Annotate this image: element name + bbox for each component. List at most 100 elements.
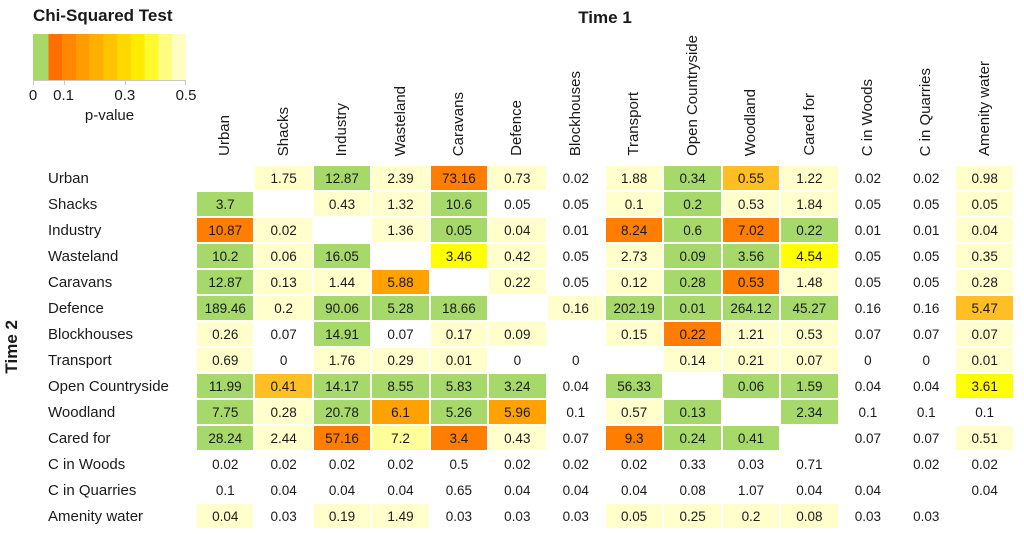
matrix-diagonal-cell xyxy=(721,399,781,425)
matrix-cell: 0.6 xyxy=(663,217,722,243)
matrix-cell: 0.04 xyxy=(488,477,547,503)
matrix-cell: 11.99 xyxy=(196,373,255,399)
matrix-cell: 14.91 xyxy=(312,321,372,347)
matrix-cell: 6.1 xyxy=(371,399,430,425)
matrix-cell: 0.04 xyxy=(488,217,547,243)
matrix-cell: 0.03 xyxy=(721,451,781,477)
matrix-cell: 0.05 xyxy=(838,243,898,269)
matrix-cell: 73.16 xyxy=(429,165,489,191)
matrix-cell: 90.06 xyxy=(312,295,372,321)
matrix-row: C in Woods 0.02 0.02 0.02 0.02 0.5 0.02 0.02 0.0… xyxy=(0,451,1024,477)
legend-axis-label: p-value xyxy=(84,107,135,124)
matrix-cell: 2.44 xyxy=(254,425,313,451)
column-headers: Urban Shacks Industry Wasteland Caravans Defe… xyxy=(196,0,1014,156)
matrix-cell: 0.04 xyxy=(254,477,313,503)
matrix-cell: 0.04 xyxy=(955,477,1014,503)
matrix-cell: 1.59 xyxy=(780,373,839,399)
matrix-cell: 0.53 xyxy=(780,321,839,347)
column-header-label: Blockhouses xyxy=(566,70,584,156)
matrix-cell: 1.36 xyxy=(371,217,430,243)
matrix-cell: 7.75 xyxy=(196,399,255,425)
matrix-cell: 8.55 xyxy=(371,373,430,399)
column-header: Open Countryside xyxy=(663,0,721,156)
matrix-cell: 5.28 xyxy=(371,295,430,321)
matrix-cell: 0.06 xyxy=(254,243,313,269)
matrix-cell: 0.33 xyxy=(663,451,722,477)
matrix-cell: 0.02 xyxy=(897,165,956,191)
matrix-cell: 3.61 xyxy=(955,373,1014,399)
matrix-cell: 0.41 xyxy=(254,373,313,399)
matrix-cell: 0.05 xyxy=(604,503,664,529)
row-label: Woodland xyxy=(48,403,116,421)
matrix-row: Defence 189.46 0.2 90.06 5.28 18.66 0.16 202.19… xyxy=(0,295,1024,321)
column-header: Caravans xyxy=(430,0,488,156)
matrix-row: Industry 10.87 0.02 1.36 0.05 0.04 0.01 8.24 0.6… xyxy=(0,217,1024,243)
row-label: Urban xyxy=(48,169,89,187)
matrix-cell: 0.2 xyxy=(254,295,313,321)
matrix-row: Woodland 7.75 0.28 20.78 6.1 5.26 5.96 0.1 0.57 0… xyxy=(0,399,1024,425)
matrix-cell: 0.05 xyxy=(546,269,605,295)
matrix-cell: 0.71 xyxy=(780,451,839,477)
heatmap-matrix: Urban 1.75 12.87 2.39 73.16 0.73 0.02 1.88 0.34 0… xyxy=(0,165,1024,529)
matrix-cell: 0.28 xyxy=(254,399,313,425)
legend-tick-mark xyxy=(124,80,126,85)
matrix-diagonal-cell xyxy=(838,451,898,477)
matrix-cell: 0.05 xyxy=(838,191,898,217)
matrix-cell: 0.14 xyxy=(663,347,722,373)
matrix-cell: 0 xyxy=(546,347,605,373)
matrix-cell: 7.2 xyxy=(371,425,430,451)
column-header: C in Quarries xyxy=(897,0,955,156)
matrix-cell: 0.04 xyxy=(371,477,430,503)
matrix-cell: 0.26 xyxy=(196,321,255,347)
matrix-cell: 0.07 xyxy=(897,425,956,451)
matrix-cell: 0.29 xyxy=(371,347,430,373)
column-header: Shacks xyxy=(254,0,312,156)
matrix-cell: 0.05 xyxy=(488,191,547,217)
matrix-cell: 0.03 xyxy=(897,503,956,529)
matrix-cell: 0.02 xyxy=(546,165,605,191)
matrix-cell: 0.1 xyxy=(196,477,255,503)
matrix-cell: 0.02 xyxy=(488,451,547,477)
matrix-cell: 0.02 xyxy=(254,451,313,477)
matrix-cell: 0.1 xyxy=(604,191,664,217)
matrix-cell: 3.7 xyxy=(196,191,255,217)
column-header: Amenity water xyxy=(955,0,1013,156)
legend-tick-mark xyxy=(33,80,34,85)
matrix-cell: 3.24 xyxy=(488,373,547,399)
matrix-cell: 57.16 xyxy=(312,425,372,451)
matrix-cell: 3.4 xyxy=(429,425,489,451)
matrix-cell: 1.21 xyxy=(721,321,781,347)
column-header-label: Defence xyxy=(508,100,526,156)
matrix-row: Caravans 12.87 0.13 1.44 5.88 0.22 0.05 0.12 0.2… xyxy=(0,269,1024,295)
matrix-cell: 0.53 xyxy=(721,191,781,217)
matrix-cell: 14.17 xyxy=(312,373,372,399)
matrix-diagonal-cell xyxy=(663,373,722,399)
matrix-cell: 2.34 xyxy=(780,399,839,425)
matrix-cell: 1.76 xyxy=(312,347,372,373)
matrix-cell: 0.04 xyxy=(838,373,898,399)
matrix-cell: 10.2 xyxy=(196,243,255,269)
matrix-cell: 0.03 xyxy=(429,503,489,529)
matrix-cell: 0.09 xyxy=(663,243,722,269)
matrix-cell: 0.05 xyxy=(955,191,1014,217)
column-header-label: Industry xyxy=(333,102,351,156)
column-header-label: Urban xyxy=(216,115,234,156)
row-label: C in Woods xyxy=(48,455,126,473)
matrix-cell: 1.84 xyxy=(780,191,839,217)
matrix-cell: 0.02 xyxy=(196,451,255,477)
matrix-cell: 0.05 xyxy=(546,191,605,217)
matrix-cell: 0.05 xyxy=(897,243,956,269)
matrix-cell: 0.02 xyxy=(371,451,430,477)
matrix-cell: 5.88 xyxy=(371,269,430,295)
matrix-cell: 1.88 xyxy=(604,165,664,191)
matrix-cell: 56.33 xyxy=(604,373,664,399)
matrix-diagonal-cell xyxy=(780,425,839,451)
matrix-cell: 0.01 xyxy=(663,295,722,321)
matrix-cell: 9.3 xyxy=(604,425,664,451)
matrix-diagonal-cell xyxy=(196,165,255,191)
matrix-row: Amenity water 0.04 0.03 0.19 1.49 0.03 0.03 0.0… xyxy=(0,503,1024,529)
matrix-cell: 0.28 xyxy=(663,269,722,295)
matrix-cell: 0.15 xyxy=(604,321,664,347)
legend-tick-label: 0.5 xyxy=(175,87,197,104)
matrix-cell: 0.57 xyxy=(604,399,664,425)
